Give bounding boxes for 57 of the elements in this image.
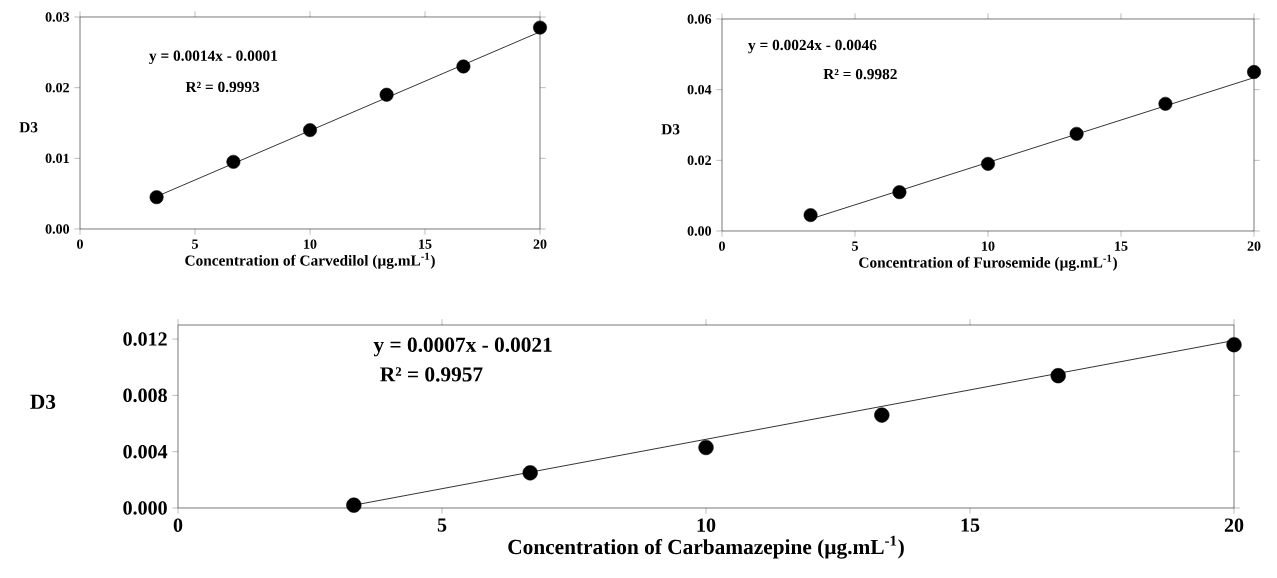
x-tick-label: 5: [852, 241, 858, 251]
point: [346, 497, 362, 513]
x-tick-label: 5: [437, 518, 447, 532]
x-tick-label: 10: [304, 239, 317, 249]
x-tick-label: 15: [419, 239, 432, 249]
annotation: y = 0.0014x - 0.0001: [149, 50, 278, 65]
x-tick-label: 10: [697, 518, 716, 532]
y-tick-label: 0.000: [123, 501, 167, 515]
y-tick-label: 0.06: [687, 14, 712, 24]
y-tick-label: 0.02: [45, 82, 69, 93]
y-tick-label: 0.00: [45, 224, 70, 234]
x-tick-label: 15: [961, 518, 980, 532]
x-tick-label: 15: [1115, 241, 1128, 251]
y-axis-title: D3: [30, 394, 56, 410]
x-tick-label: 20: [1224, 518, 1244, 532]
y-tick-label: 0.01: [45, 153, 69, 164]
x-axis-title: Concentration of Furosemide (µg.mL$^{-1}$): [859, 254, 1117, 271]
x-tick-label: 20: [533, 239, 547, 249]
x-tick-label: 10: [982, 241, 995, 251]
point: [981, 156, 995, 171]
y-axis-title: D3: [19, 122, 38, 133]
point: [456, 59, 471, 74]
point: [303, 123, 317, 137]
annotation: y = 0.0007x - 0.0021: [373, 337, 552, 357]
point: [379, 87, 394, 102]
x-axis-title: Concentration of Carvedilol (µg.mL$^{-1}$): [185, 252, 435, 269]
x-tick-label: 20: [1247, 241, 1261, 251]
point: [1069, 126, 1084, 141]
x-tick-label: 0: [77, 239, 83, 249]
y-tick-label: 0.00: [687, 226, 712, 236]
point: [1226, 337, 1242, 353]
x-tick-label: 5: [192, 239, 198, 249]
annotation: y = 0.0024x - 0.0046: [748, 39, 877, 54]
y-tick-label: 0.012: [123, 332, 167, 346]
annotation: R² = 0.9993: [185, 81, 260, 93]
point: [522, 465, 538, 481]
point: [698, 439, 714, 456]
point: [1247, 65, 1261, 79]
y-tick-label: 0.02: [687, 155, 712, 166]
point: [874, 407, 890, 423]
point: [1050, 368, 1066, 384]
point: [149, 190, 164, 205]
point: [892, 185, 907, 200]
point: [1158, 96, 1173, 111]
y-axis-title: D3: [661, 124, 680, 135]
x-tick-label: 0: [173, 518, 183, 532]
x-tick-label: 0: [719, 241, 725, 251]
y-tick-label: 0.03: [45, 12, 70, 22]
y-tick-label: 0.004: [123, 444, 168, 459]
point: [533, 20, 547, 35]
y-tick-label: 0.04: [687, 84, 712, 95]
point: [803, 208, 818, 223]
x-axis-title: Concentration of Carbamazepine (µg.mL$^{-1}$): [508, 535, 904, 559]
annotation: R² = 0.9982: [823, 68, 897, 80]
point: [226, 154, 241, 169]
annotation: R² = 0.9957: [380, 367, 483, 382]
y-tick-label: 0.008: [123, 388, 167, 403]
